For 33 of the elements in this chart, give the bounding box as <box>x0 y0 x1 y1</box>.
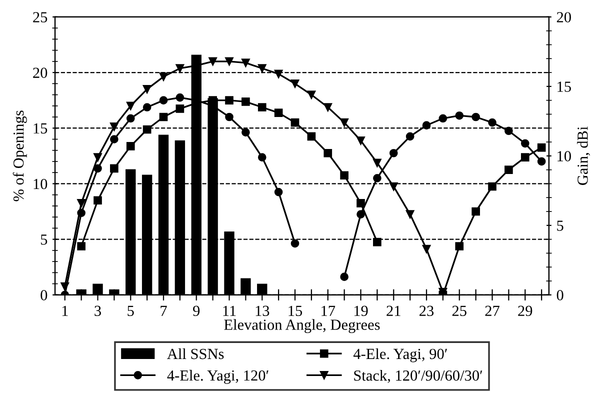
x-axis-title: Elevation Angle, Degrees <box>224 319 380 334</box>
y-tick-label: 10 <box>34 178 48 190</box>
y2-tick-label: 10 <box>558 151 571 162</box>
x-tick-label: 21 <box>386 306 400 316</box>
y2-tick-label: 20 <box>556 12 571 22</box>
y-tick-label: 25 <box>33 12 48 22</box>
y-tick-label: 0 <box>40 290 48 300</box>
x-tick-label: 23 <box>420 306 434 316</box>
x-tick-label: 13 <box>256 306 270 316</box>
x-tick-label: 27 <box>485 306 500 316</box>
x-tick-label: 3 <box>94 306 101 316</box>
y2-tick-label: 5 <box>557 220 564 231</box>
legend-label: 4-Ele. Yagi, 120′ <box>167 370 268 384</box>
y-tick-label: 5 <box>40 234 48 245</box>
x-tick-label: 15 <box>288 306 302 316</box>
x-tick-label: 7 <box>160 306 167 316</box>
legend-label: Stack, 120′/90/60/30′ <box>354 370 482 383</box>
y-axis-title: % of Openings <box>12 110 27 202</box>
x-tick-label: 29 <box>518 306 532 316</box>
x-tick-label: 1 <box>62 306 68 316</box>
y2-tick-label: 0 <box>556 290 564 300</box>
y-tick-label: 15 <box>34 123 48 134</box>
x-tick-label: 5 <box>128 306 134 316</box>
x-tick-label: 9 <box>193 306 200 316</box>
x-tick-label: 17 <box>322 306 336 316</box>
x-tick-label: 25 <box>452 306 466 316</box>
y2-tick-label: 15 <box>558 82 571 92</box>
legend-label: All SSNs <box>167 348 224 360</box>
x-tick-label: 11 <box>223 306 236 316</box>
x-tick-label: 19 <box>354 306 368 316</box>
y-tick-label: 20 <box>33 68 48 78</box>
legend-label: 4-Ele. Yagi, 90′ <box>353 348 447 362</box>
y2-axis-title: Gain, dBi <box>577 126 590 185</box>
